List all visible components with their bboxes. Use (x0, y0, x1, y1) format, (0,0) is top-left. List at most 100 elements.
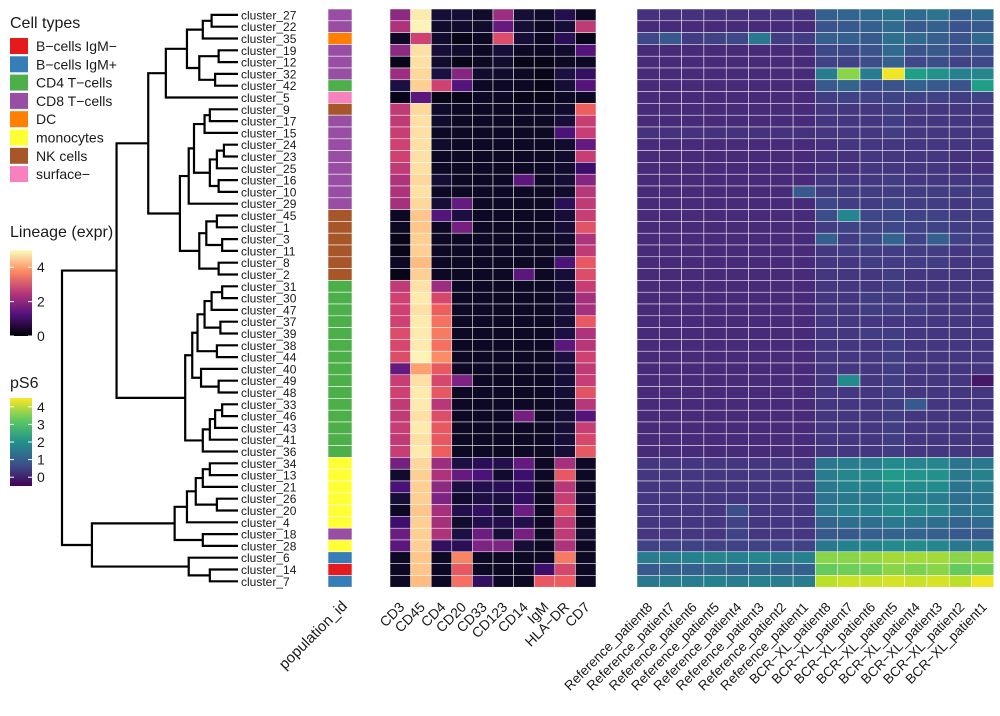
cell-type-swatch (10, 129, 28, 146)
lineage-cell (533, 575, 556, 588)
ps6-cell (859, 221, 883, 234)
lineage-cell (430, 185, 453, 199)
lineage-cell (492, 327, 514, 340)
ps6-cell (770, 280, 794, 293)
lineage-cell (451, 20, 473, 33)
lineage-cell (533, 103, 556, 116)
lineage-cell (430, 126, 453, 140)
ps6-cell (636, 79, 660, 92)
ps6-cell (926, 374, 950, 387)
lineage-cell (472, 445, 494, 458)
dendrogram-branch (210, 13, 238, 28)
ps6-cell (703, 386, 727, 399)
lineage-cell (472, 114, 494, 128)
lineage-cell (410, 221, 432, 234)
ps6-cell (948, 67, 972, 81)
lineage-cell (410, 209, 432, 222)
lineage-cell (410, 374, 432, 387)
lineage-cell (513, 91, 535, 104)
lineage-cell (533, 539, 556, 553)
ps6-cell (770, 551, 794, 564)
ps6-cell (725, 138, 749, 151)
ps6-cell (703, 209, 727, 222)
ps6-cell (859, 150, 883, 163)
lineage-cell (554, 268, 576, 281)
dendrogram-branch (196, 313, 217, 353)
lineage-cell (492, 551, 514, 564)
cluster-label: cluster_38 (241, 339, 297, 353)
lineage-cell (410, 32, 432, 45)
ps6-cell (703, 433, 727, 446)
lineage-cell (410, 256, 432, 269)
lineage-cell (513, 126, 535, 140)
lineage-cell (410, 67, 432, 81)
ps6-cell (815, 221, 838, 234)
ps6-cell (859, 91, 883, 104)
ps6-cell (703, 315, 727, 328)
ps6-cell (815, 162, 838, 175)
ps6-cell (948, 55, 972, 69)
lineage-cell (430, 421, 453, 435)
lineage-cell (533, 256, 556, 269)
lineage-cell (472, 575, 494, 588)
ps6-cell (703, 327, 727, 340)
ps6-cell (904, 138, 928, 151)
lineage-cell (472, 20, 494, 33)
ps6-cell (926, 114, 950, 128)
population-cell (327, 8, 353, 22)
ps6-cell (681, 551, 705, 564)
ps6-cell (725, 433, 749, 446)
ps6-cell (859, 480, 883, 494)
lineage-cell (472, 350, 494, 364)
lineage-cell (533, 492, 556, 505)
lineage-marker-label: CD7 (562, 599, 593, 630)
ps6-cell (792, 8, 816, 22)
lineage-cell (554, 327, 576, 340)
lineage-cell (513, 221, 535, 234)
ps6-cell (926, 386, 950, 399)
lineage-cell (513, 468, 535, 482)
ps6-cell (837, 386, 861, 399)
population-cell (327, 67, 353, 81)
ps6-cell (725, 421, 749, 435)
cell-type-label: DC (36, 111, 56, 127)
lineage-cell (533, 350, 556, 364)
lineage-cell (472, 103, 494, 116)
lineage-cell (430, 327, 453, 340)
ps6-cell (882, 103, 905, 116)
lineage-cell (554, 468, 576, 482)
lineage-cell (533, 327, 556, 340)
ps6-cell (681, 185, 705, 199)
lineage-cell (410, 280, 432, 293)
population-cell (327, 303, 353, 317)
lineage-cell (472, 268, 494, 281)
ps6-cell (748, 67, 772, 81)
ps6-cell (681, 20, 705, 33)
ps6-cell (770, 445, 794, 458)
ps6-cell (948, 457, 972, 470)
cluster-label: cluster_41 (241, 433, 297, 447)
lineage-cell (533, 457, 556, 470)
lineage-cell (451, 244, 473, 258)
lineage-cell (513, 386, 535, 399)
ps6-cell (859, 67, 883, 81)
ps6-cell (659, 162, 682, 175)
ps6-cell (859, 315, 883, 328)
lineage-cell (430, 350, 453, 364)
population-cell (327, 114, 353, 128)
ps6-cell (770, 575, 794, 588)
lineage-cell (513, 67, 535, 81)
ps6-cell (971, 185, 995, 199)
lineage-cell (533, 232, 556, 246)
lineage-cell (410, 91, 432, 104)
lineage-cell (492, 268, 514, 281)
lineage-cell (410, 457, 432, 470)
ps6-cell (904, 362, 928, 376)
lineage-cell (492, 386, 514, 399)
ps6-cell (837, 327, 861, 340)
lineage-cell (513, 114, 535, 128)
ps6-cell (681, 79, 705, 92)
ps6-cell (815, 575, 838, 588)
population-cell (327, 457, 353, 470)
lineage-cell (472, 79, 494, 92)
